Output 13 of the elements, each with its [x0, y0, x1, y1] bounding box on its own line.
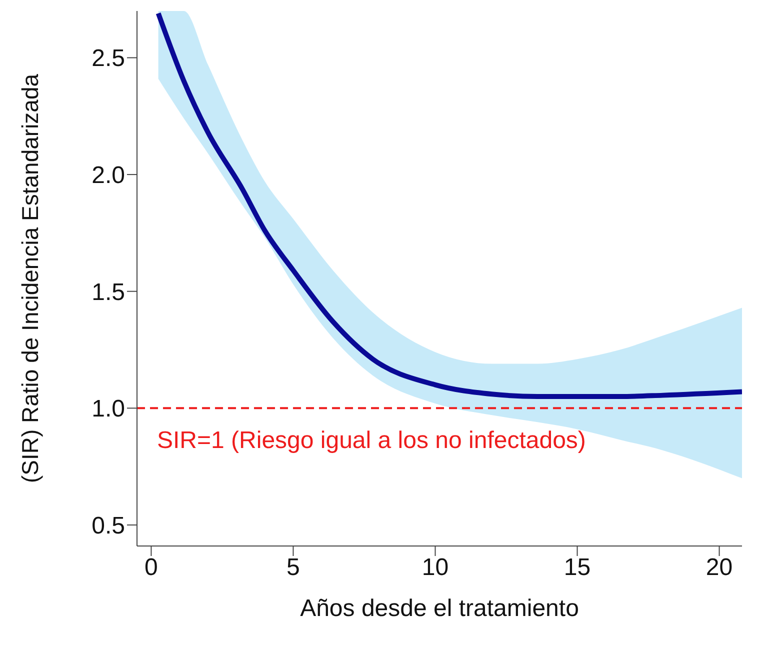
y-tick-label: 1.5: [92, 278, 125, 306]
x-tick-label: 10: [422, 554, 449, 582]
x-tick-label: 20: [706, 554, 733, 582]
ref-line-label: SIR=1 (Riesgo igual a los no infectados): [157, 427, 586, 454]
y-tick-label: 2.5: [92, 45, 125, 72]
y-tick-label: 0.5: [92, 512, 125, 540]
x-axis-title: Años desde el tratamiento: [300, 595, 579, 622]
y-axis-title: (SIR) Ratio de Incidencia Estandarizada: [17, 74, 43, 484]
y-tick-label: 2.0: [92, 162, 125, 190]
x-tick-label: 0: [144, 554, 158, 582]
x-tick-label: 15: [564, 554, 591, 582]
x-tick-label: 5: [286, 554, 300, 582]
y-tick-label: 1.0: [92, 396, 125, 423]
